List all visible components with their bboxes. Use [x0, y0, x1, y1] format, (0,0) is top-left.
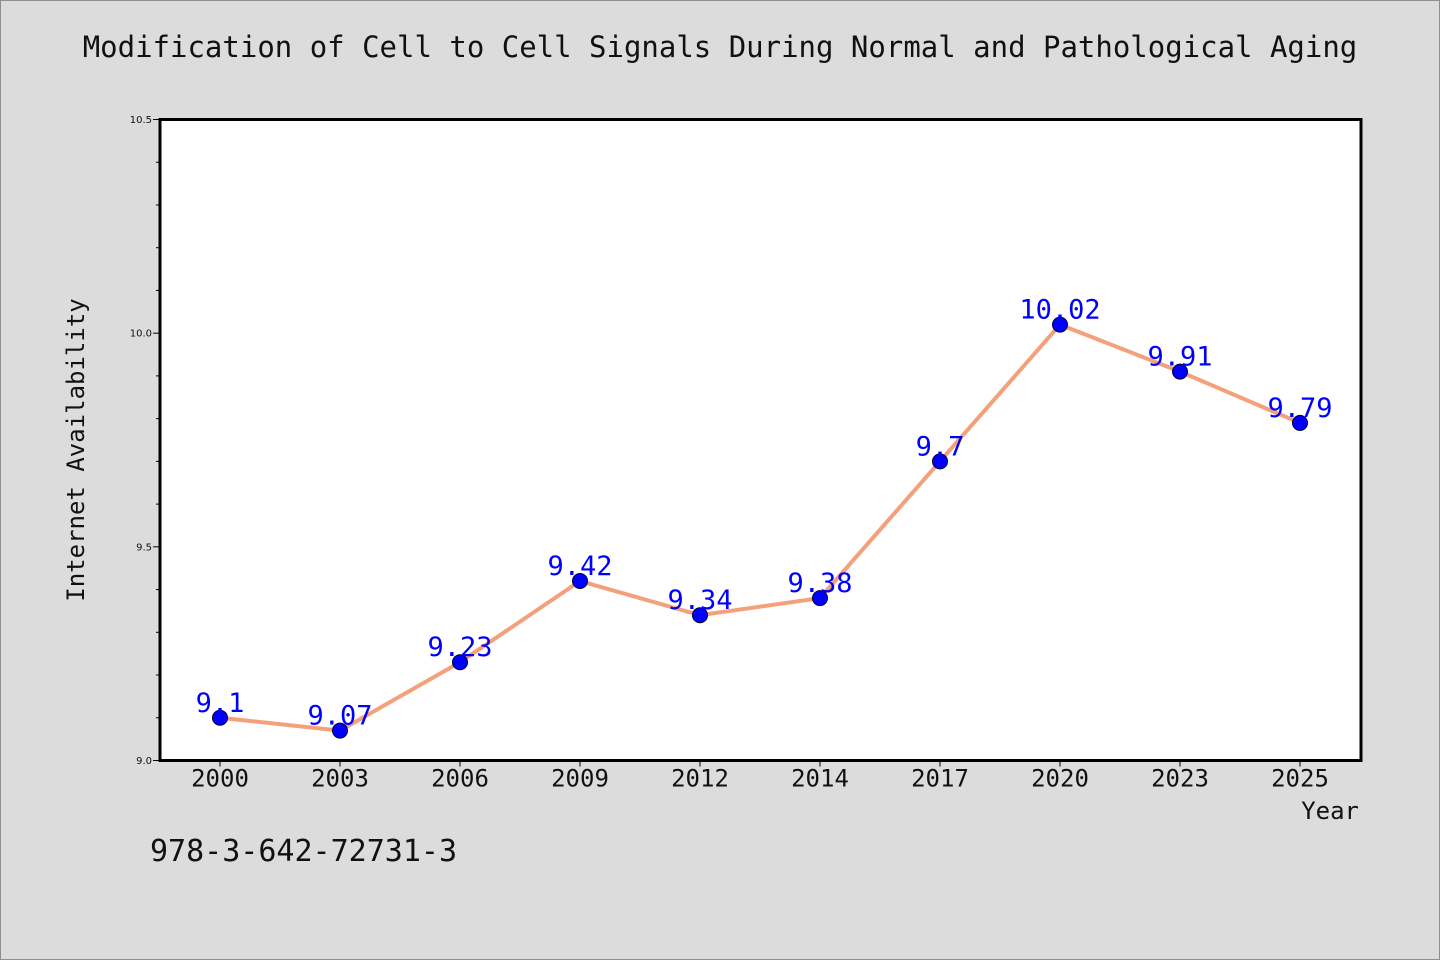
x-tick-label: 2009	[551, 765, 609, 793]
data-point	[1292, 414, 1308, 431]
data-label: 9.91	[1147, 342, 1212, 373]
data-point	[332, 722, 348, 739]
plot-area	[158, 118, 1363, 762]
data-label: 9.79	[1267, 393, 1332, 424]
data-point	[692, 607, 708, 624]
y-axis-label: Internet Availability	[62, 298, 90, 601]
data-label: 9.23	[427, 632, 492, 663]
data-label: 9.07	[307, 701, 372, 732]
x-tick-label: 2012	[671, 765, 729, 793]
chart-title: Modification of Cell to Cell Signals Dur…	[82, 30, 1358, 64]
x-tick-label: 2025	[1271, 765, 1329, 793]
data-point	[452, 654, 468, 671]
x-axis-label: Year	[1301, 797, 1359, 825]
x-tick-label: 2000	[191, 765, 249, 793]
data-label: 9.1	[196, 688, 245, 719]
x-tick-label: 2006	[431, 765, 489, 793]
data-point	[1052, 316, 1068, 333]
data-point	[1172, 363, 1188, 380]
x-tick-label: 2023	[1151, 765, 1209, 793]
y-axis-ticks: 9.0 9.5 10.0 10.5	[130, 115, 160, 767]
data-label: 9.34	[667, 585, 732, 616]
data-point	[212, 709, 228, 726]
x-tick-label: 2020	[1031, 765, 1089, 793]
data-label: 9.42	[547, 551, 612, 582]
data-point	[932, 453, 948, 470]
y-tick-label: 10.5	[130, 115, 152, 126]
data-label: 9.38	[787, 568, 852, 599]
y-tick-label: 9.5	[136, 542, 152, 553]
x-tick-label: 2017	[911, 765, 969, 793]
x-tick-label: 2014	[791, 765, 849, 793]
series-line	[218, 322, 1302, 733]
x-axis-ticks: 2000 2003 2006 2009 2012 2014 2017 2020 2023 2025	[191, 760, 1329, 793]
data-label: 10.02	[1019, 295, 1100, 326]
series-layer	[212, 316, 1308, 739]
data-label: 9.7	[916, 431, 965, 462]
data-label-layer: 9.1 9.07 9.23 9.42 9.34 9.38 9.7 10.02 9.91 9.79	[196, 295, 1333, 732]
y-tick-label: 10.0	[130, 329, 152, 340]
y-tick-label: 9.0	[136, 756, 152, 767]
x-tick-label: 2003	[311, 765, 369, 793]
data-point	[812, 590, 828, 607]
isbn-annotation: 978-3-642-72731-3	[150, 834, 458, 869]
data-point	[572, 573, 588, 590]
